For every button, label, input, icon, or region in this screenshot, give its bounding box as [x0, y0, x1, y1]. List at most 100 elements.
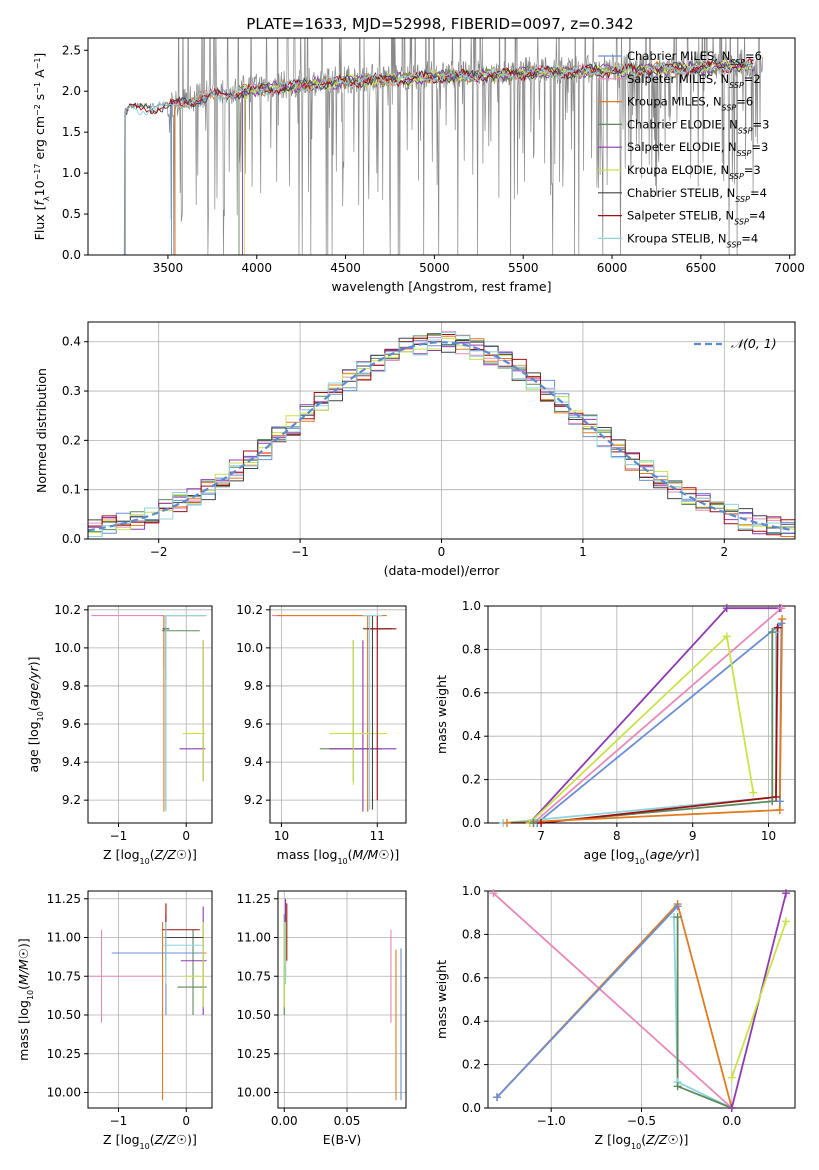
- marker-plus: [673, 902, 682, 911]
- label-part: ): [679, 1132, 684, 1147]
- y-tick-label: 0.2: [462, 773, 481, 787]
- label-part: log: [120, 847, 139, 862]
- series-salpeter-elodie: [529, 607, 780, 823]
- label-part: ): [26, 661, 41, 666]
- legend-entry: Chabrier STELIB, NSSP=4: [627, 186, 767, 204]
- y-tick-label: 0.0: [462, 816, 481, 830]
- x-tick-label: 0.00: [271, 1114, 298, 1128]
- marker-plus: [749, 788, 758, 797]
- axes-frame: [277, 890, 407, 1109]
- label-part: (: [16, 985, 31, 990]
- legend-label: Chabrier ELODIE, N: [627, 117, 738, 131]
- x-axis-label: Z [log10(Z/Z☉)]: [103, 1132, 197, 1151]
- y-tick-label: 10.2: [236, 603, 263, 617]
- y-tick-label: 0.5: [62, 207, 81, 221]
- label-part: ]: [192, 847, 197, 862]
- marker-plus: [493, 1093, 502, 1102]
- label-part: (: [348, 847, 353, 862]
- y-axis-label: mass weight: [434, 675, 449, 754]
- series-salpeter-miles: [532, 607, 782, 823]
- label-part: ]: [695, 847, 700, 862]
- x-tick-label: −1.0: [537, 1114, 566, 1128]
- panel-spectrum: 3500 4000 4500 5000 5500 6000 6500 7000 0.0 0.5 1.…: [32, 37, 805, 294]
- label-part: ]: [684, 1132, 689, 1147]
- y-tick-label: 0.6: [462, 971, 481, 985]
- label-part: ]: [16, 938, 31, 943]
- x-tick-label: 9: [689, 829, 697, 843]
- x-tick-label: −0.5: [627, 1114, 656, 1128]
- x-tick-label: 6000: [597, 261, 628, 275]
- marker-plus: [778, 615, 787, 624]
- label-part: Z/Z☉: [154, 1132, 188, 1147]
- marker-plus: [727, 1104, 736, 1112]
- y-tick-label: 10.00: [237, 1086, 271, 1100]
- label-part: ]: [32, 53, 47, 58]
- series-chabrier-miles: [496, 905, 679, 1098]
- label-part: λ: [42, 196, 51, 201]
- y-tick-label: 2.5: [62, 43, 81, 57]
- x-tick-label: 8: [613, 829, 621, 843]
- plot-area: [88, 331, 795, 537]
- label-part: age/yr: [26, 665, 41, 706]
- label-part: mass weight: [434, 960, 449, 1039]
- x-tick-label: 1: [579, 545, 587, 559]
- y-tick-label: 11.25: [237, 892, 271, 906]
- legend-tail: =3: [744, 163, 761, 177]
- y-axis-label: mass weight: [434, 960, 449, 1039]
- marker-plus: [773, 623, 782, 632]
- legend-label: Salpeter MILES, N: [627, 72, 729, 86]
- model-spectrum-chabrier-stelib: [124, 59, 754, 255]
- plot-area: [114, 38, 764, 255]
- y-tick-label: 0.2: [62, 433, 81, 447]
- y-axis-label: Normed distribution: [34, 368, 49, 493]
- y-tick-label: 9.2: [62, 793, 81, 807]
- y-tick-label: 0.6: [462, 686, 481, 700]
- legend-tail: =4: [750, 186, 767, 200]
- label-part: Z/Z☉: [154, 847, 188, 862]
- label-part: −1: [33, 82, 42, 94]
- legend-entry: Kroupa ELODIE, NSSP=3: [627, 163, 761, 181]
- y-tick-label: 10.50: [47, 1008, 81, 1022]
- legend-label: Kroupa MILES, N: [627, 95, 722, 109]
- label-part: Flux [: [32, 205, 47, 240]
- plot-area: [503, 607, 783, 823]
- y-tick-label: 0.4: [62, 335, 81, 349]
- figure-title: PLATE=1633, MJD=52998, FIBERID=0097, z=0…: [246, 15, 633, 33]
- histogram-kroupa-stelib: [88, 332, 795, 537]
- x-axis-label: E(B-V): [323, 1132, 362, 1147]
- label-part: (: [641, 1132, 646, 1147]
- y-tick-label: 10.25: [47, 1047, 81, 1061]
- label-part: ): [187, 847, 192, 862]
- label-part: 10: [32, 180, 47, 196]
- marker-plus: [775, 805, 784, 814]
- y-tick-label: 0.3: [62, 384, 81, 398]
- y-axis-label: age [log10(age/yr)]: [26, 656, 45, 772]
- label-part: age [: [583, 847, 615, 862]
- y-tick-label: 0.0: [62, 532, 81, 546]
- x-tick-label: 6500: [686, 261, 717, 275]
- label-part: log: [26, 721, 41, 740]
- label-part: Z [: [595, 1132, 612, 1147]
- label-part: Normed distribution: [34, 368, 49, 493]
- marker-plus: [768, 797, 777, 806]
- y-tick-label: 0.0: [462, 1101, 481, 1115]
- legend-sub: SSP: [735, 194, 750, 203]
- label-part: 10: [36, 711, 45, 721]
- y-tick-label: 9.6: [62, 717, 81, 731]
- marker-plus: [529, 819, 538, 827]
- label-part: 10: [140, 1142, 150, 1151]
- label-part: erg cm: [32, 116, 47, 164]
- normal-curve: [88, 341, 793, 532]
- legend-sub: SSP: [722, 103, 737, 112]
- label-part: ): [187, 1132, 192, 1147]
- label-part: f: [32, 199, 47, 205]
- y-tick-label: 9.8: [62, 679, 81, 693]
- label-part: (: [150, 1132, 155, 1147]
- legend-label: Kroupa STELIB, N: [627, 231, 727, 245]
- y-tick-label: 10.2: [54, 603, 81, 617]
- label-part: M/M☉: [353, 847, 390, 862]
- y-axis-label: mass [log10(M/M☉)]: [16, 938, 35, 1061]
- x-axis-label: age [log10(age/yr)]: [583, 847, 699, 866]
- plot-area: [271, 614, 397, 812]
